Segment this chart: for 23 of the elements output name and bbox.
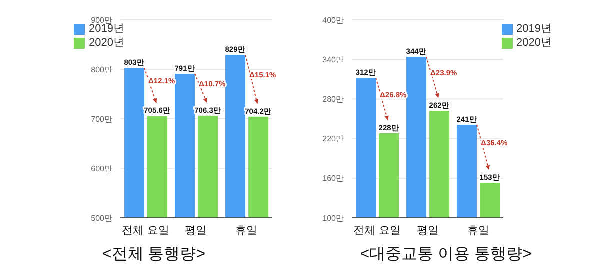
y-tick-label: 500만: [91, 214, 112, 223]
y-tick-label: 160만: [322, 174, 344, 184]
x-tick-label: 전체 요일: [354, 224, 401, 237]
x-tick-label: 평일: [416, 224, 439, 237]
legend-label: 2020년: [89, 37, 124, 49]
y-tick-label: 100만: [322, 214, 344, 223]
x-tick-label: 전체 요일: [122, 224, 170, 237]
y-tick-label: 800만: [91, 65, 112, 74]
x-tick-label: 평일: [185, 224, 208, 237]
text: <대중교통 이용 통행량>: [360, 245, 532, 265]
y-tick-label: 220만: [322, 134, 344, 144]
x-tick-label: 휴일: [467, 224, 490, 237]
text: <전체 통행량>: [102, 245, 206, 265]
y-tick-label: 340만: [322, 55, 344, 64]
y-tick-label: 700만: [91, 114, 112, 124]
legend-label: 2019년: [516, 23, 552, 35]
y-tick-label: 900만: [91, 16, 112, 25]
legend-label: 2020년: [516, 37, 552, 49]
y-tick-label: 280만: [322, 95, 344, 104]
y-tick-label: 600만: [91, 164, 112, 174]
x-tick-label: 휴일: [236, 224, 258, 237]
y-tick-label: 400만: [322, 16, 344, 25]
legend-label: 2019년: [89, 23, 124, 35]
